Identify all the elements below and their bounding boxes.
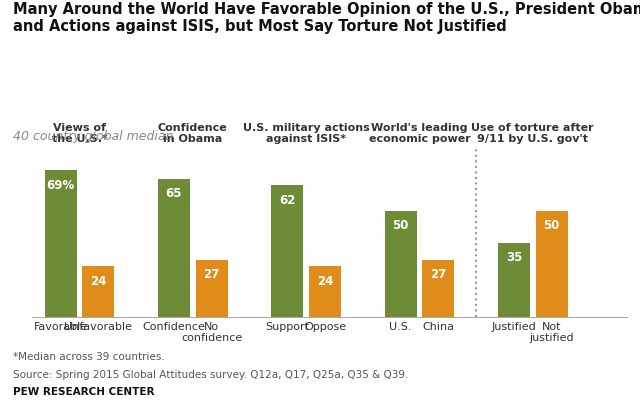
Text: 69%: 69%	[47, 179, 75, 192]
Text: U.S.: U.S.	[389, 322, 412, 332]
Text: China: China	[422, 322, 454, 332]
Text: 24: 24	[317, 275, 333, 288]
Bar	[45, 170, 77, 317]
Text: No
confidence: No confidence	[181, 322, 243, 343]
Text: Confidence: Confidence	[143, 322, 205, 332]
Bar	[385, 211, 417, 317]
Text: 35: 35	[506, 251, 522, 264]
Text: Many Around the World Have Favorable Opinion of the U.S., President Obama
and Ac: Many Around the World Have Favorable Opi…	[13, 2, 640, 35]
Text: Unfavorable: Unfavorable	[65, 322, 132, 332]
Text: 24: 24	[90, 275, 107, 288]
Text: PEW RESEARCH CENTER: PEW RESEARCH CENTER	[13, 387, 154, 397]
Text: Justified: Justified	[492, 322, 536, 332]
Bar	[158, 179, 190, 317]
Bar	[498, 243, 530, 317]
Text: *Median across 39 countries.: *Median across 39 countries.	[13, 352, 164, 362]
Text: 27: 27	[204, 268, 220, 281]
Text: Not
justified: Not justified	[529, 322, 574, 343]
Text: 62: 62	[279, 193, 296, 206]
Text: Source: Spring 2015 Global Attitudes survey. Q12a, Q17, Q25a, Q35 & Q39.: Source: Spring 2015 Global Attitudes sur…	[13, 370, 408, 381]
Text: 27: 27	[430, 268, 447, 281]
Bar	[309, 266, 341, 317]
Text: World's leading
economic power: World's leading economic power	[369, 123, 470, 144]
Text: Confidence
in Obama: Confidence in Obama	[158, 123, 228, 144]
Text: U.S. military actions
against ISIS*: U.S. military actions against ISIS*	[243, 123, 369, 144]
Text: Support: Support	[265, 322, 309, 332]
Bar	[83, 266, 115, 317]
Text: Favorable: Favorable	[33, 322, 88, 332]
Text: Oppose: Oppose	[304, 322, 346, 332]
Text: 65: 65	[166, 187, 182, 200]
Text: 40 country global median: 40 country global median	[13, 130, 173, 143]
Text: Views of
the U.S.*: Views of the U.S.*	[52, 123, 108, 144]
Bar	[271, 185, 303, 317]
Bar	[536, 211, 568, 317]
Text: 50: 50	[543, 219, 560, 232]
Text: Use of torture after
9/11 by U.S. gov't: Use of torture after 9/11 by U.S. gov't	[472, 123, 594, 144]
Bar	[422, 260, 454, 317]
Text: 50: 50	[392, 219, 409, 232]
Bar	[196, 260, 228, 317]
